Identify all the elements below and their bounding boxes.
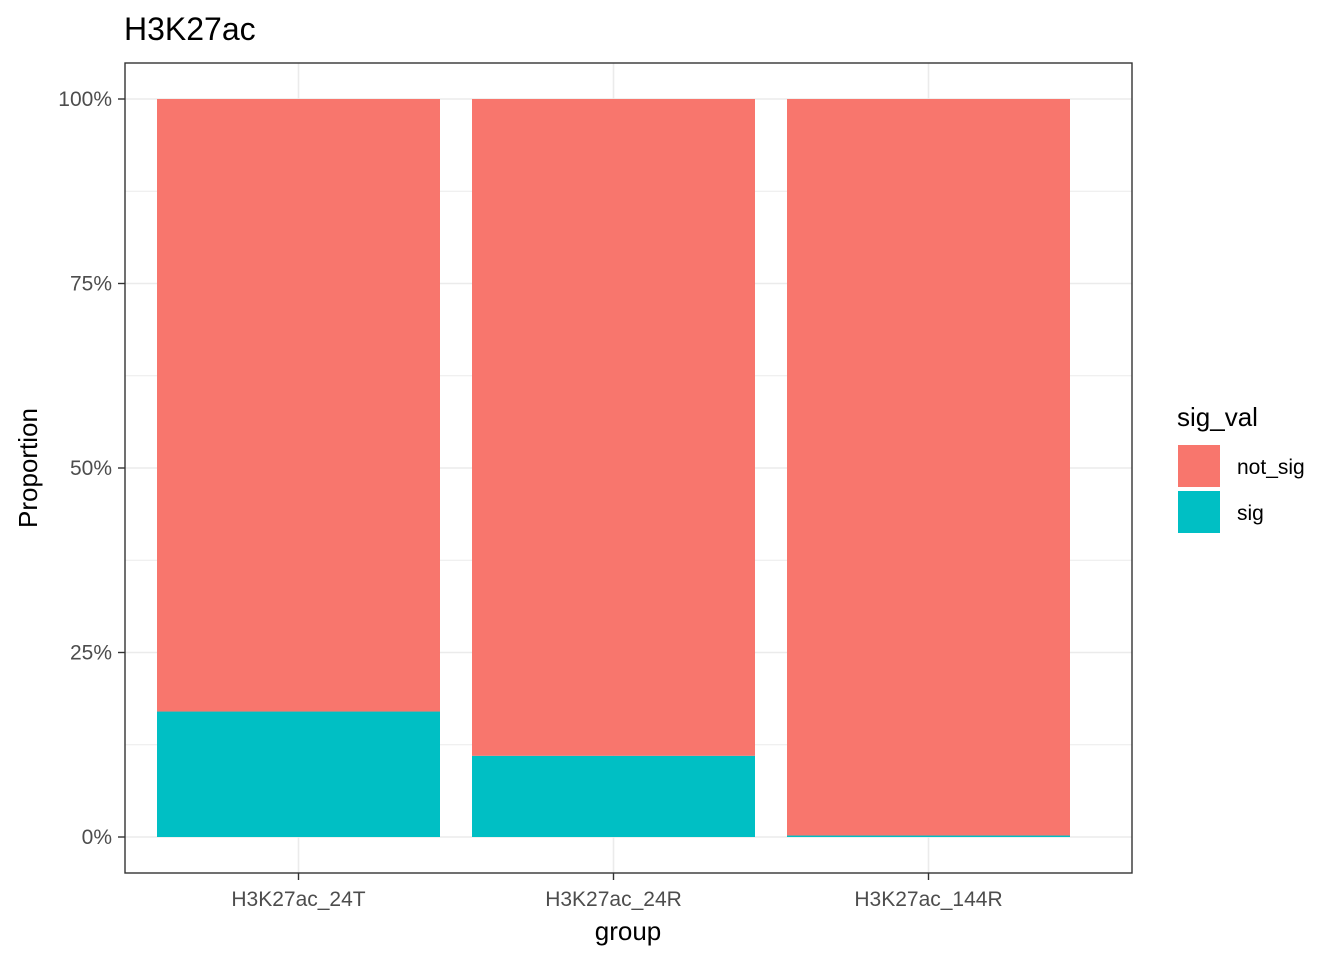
- bar-segment-not_sig-H3K27ac_24R: [472, 99, 755, 756]
- bars: [157, 99, 1070, 837]
- x-tick-label: H3K27ac_144R: [854, 888, 1002, 911]
- bar-segment-sig-H3K27ac_24R: [472, 755, 755, 837]
- y-axis: 0% 25% 50% 75% 100%: [58, 88, 125, 849]
- y-tick-label: 25%: [70, 642, 112, 665]
- legend-key-not_sig: [1178, 445, 1220, 487]
- x-tick-label: H3K27ac_24T: [231, 888, 365, 911]
- legend-label-not_sig: not_sig: [1237, 456, 1305, 479]
- bar-segment-sig-H3K27ac_24T: [157, 711, 440, 837]
- y-tick-label: 100%: [58, 88, 112, 111]
- x-axis: H3K27ac_24T H3K27ac_24R H3K27ac_144R: [231, 873, 1003, 911]
- legend-title: sig_val: [1177, 402, 1258, 432]
- y-tick-label: 50%: [70, 457, 112, 480]
- bar-segment-sig-H3K27ac_144R: [787, 835, 1070, 837]
- bar-segment-not_sig-H3K27ac_144R: [787, 99, 1070, 836]
- chart-title: H3K27ac: [124, 11, 256, 47]
- x-axis-title: group: [595, 916, 662, 946]
- x-tick-label: H3K27ac_24R: [545, 888, 682, 911]
- y-tick-label: 75%: [70, 273, 112, 296]
- y-tick-label: 0%: [82, 826, 112, 849]
- legend-key-sig: [1178, 491, 1220, 533]
- legend-label-sig: sig: [1237, 502, 1264, 525]
- y-axis-title: Proportion: [13, 408, 43, 528]
- bar-segment-not_sig-H3K27ac_24T: [157, 99, 440, 712]
